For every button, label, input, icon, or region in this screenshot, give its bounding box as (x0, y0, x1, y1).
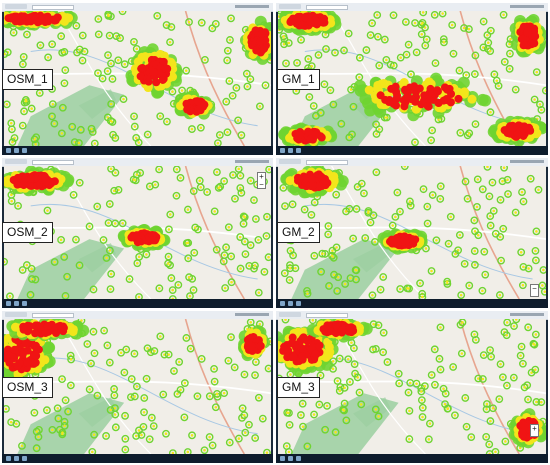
app-icon[interactable] (14, 456, 19, 461)
heatmap-map-osm1[interactable] (4, 11, 271, 146)
app-icon[interactable] (288, 456, 293, 461)
app-icon[interactable] (14, 301, 19, 306)
panel-label-osm3: OSM_3 (2, 377, 53, 398)
browser-tools[interactable] (510, 160, 544, 163)
taskbar (276, 299, 548, 308)
browser-tools[interactable] (510, 313, 544, 316)
start-icon[interactable] (6, 301, 11, 306)
panel-label-gm2: GM_2 (277, 222, 320, 243)
address-bar[interactable] (32, 5, 74, 10)
browser-tab[interactable] (5, 159, 27, 164)
browser-tools[interactable] (235, 5, 269, 8)
taskbar (276, 454, 548, 463)
minus-icon[interactable]: − (532, 284, 537, 293)
app-icon[interactable] (22, 148, 27, 153)
address-bar[interactable] (306, 160, 348, 165)
panel-label-osm1: OSM_1 (2, 69, 53, 90)
panel-gm1 (276, 3, 548, 155)
plus-icon[interactable]: + (532, 424, 537, 433)
app-icon[interactable] (288, 301, 293, 306)
panel-osm2: + − (2, 158, 273, 308)
app-icon[interactable] (14, 148, 19, 153)
panel-gm3: + (276, 311, 548, 463)
zoom-control[interactable]: + (530, 424, 539, 437)
browser-tab[interactable] (279, 4, 301, 9)
heatmap-map-osm2[interactable] (4, 166, 271, 299)
app-icon[interactable] (22, 301, 27, 306)
zoom-control[interactable]: + − (257, 172, 266, 189)
panel-label-gm1: GM_1 (277, 69, 320, 90)
panel-osm1 (2, 3, 273, 155)
heatmap-map-gm1[interactable] (278, 11, 546, 146)
app-icon[interactable] (288, 148, 293, 153)
browser-tools[interactable] (510, 5, 544, 8)
app-icon[interactable] (296, 301, 301, 306)
browser-tab[interactable] (279, 312, 301, 317)
panel-osm3 (2, 311, 273, 463)
start-icon[interactable] (6, 148, 11, 153)
zoom-control[interactable]: − (530, 284, 539, 297)
panel-gm2: − (276, 158, 548, 308)
address-bar[interactable] (32, 313, 74, 318)
start-icon[interactable] (6, 456, 11, 461)
address-bar[interactable] (306, 5, 348, 10)
taskbar (276, 146, 548, 155)
start-icon[interactable] (280, 456, 285, 461)
panel-label-osm2: OSM_2 (2, 222, 53, 243)
taskbar (2, 454, 273, 463)
browser-tools[interactable] (235, 160, 269, 163)
app-icon[interactable] (296, 148, 301, 153)
browser-tab[interactable] (5, 312, 27, 317)
start-icon[interactable] (280, 301, 285, 306)
taskbar (2, 146, 273, 155)
app-icon[interactable] (22, 456, 27, 461)
browser-tools[interactable] (235, 313, 269, 316)
browser-tab[interactable] (5, 4, 27, 9)
taskbar (2, 299, 273, 308)
browser-tab[interactable] (279, 159, 301, 164)
minus-icon[interactable]: − (259, 180, 264, 189)
panel-label-gm3: GM_3 (277, 377, 320, 398)
plus-icon[interactable]: + (259, 172, 264, 181)
app-icon[interactable] (296, 456, 301, 461)
start-icon[interactable] (280, 148, 285, 153)
heatmap-map-gm2[interactable] (278, 166, 546, 299)
address-bar[interactable] (306, 313, 348, 318)
address-bar[interactable] (32, 160, 74, 165)
